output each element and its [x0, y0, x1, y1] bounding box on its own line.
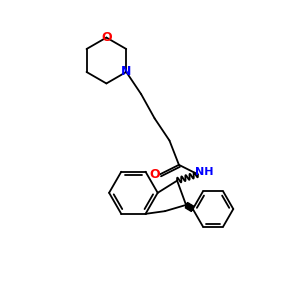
Text: O: O — [150, 168, 160, 181]
Text: N: N — [121, 65, 131, 79]
Text: O: O — [101, 31, 112, 44]
Text: NH: NH — [194, 167, 213, 177]
